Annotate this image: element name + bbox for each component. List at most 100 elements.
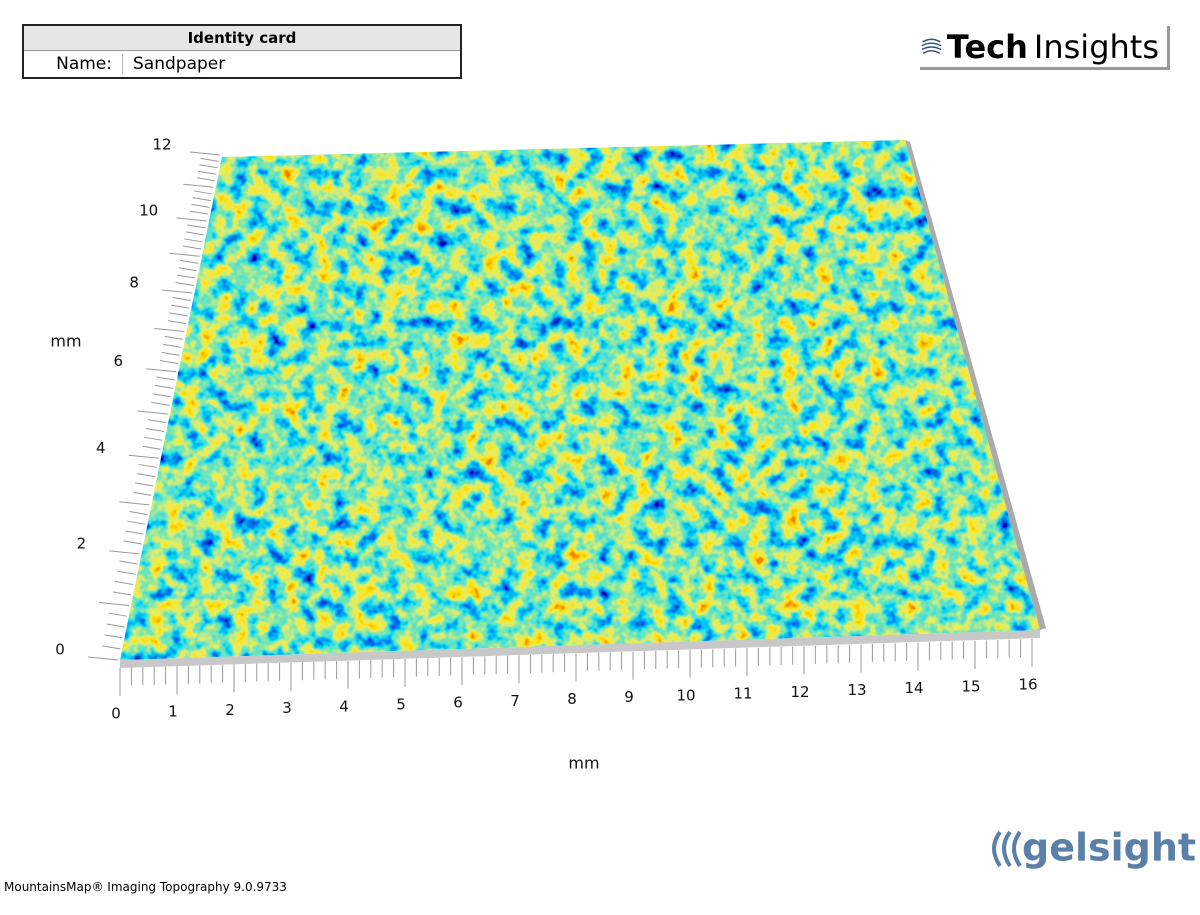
x-tick-label: 2 [225,701,235,719]
y-tick [87,656,119,661]
y-tick [187,224,206,229]
gelsight-logo: gelsight [992,826,1196,870]
surface-side [905,140,1046,630]
y-tick [144,436,163,441]
y-tick-label: 4 [96,439,106,457]
y-tick [128,454,159,459]
logo-bold: Tech [946,27,1028,66]
y-tick-label: 8 [129,273,139,291]
y-tick [151,401,170,406]
x-tick-label: 4 [339,697,349,715]
y-tick [163,343,182,348]
y-tick [189,151,221,156]
y-tick [98,602,130,607]
y-tick [184,238,203,243]
y-tick [194,190,213,195]
y-tick [138,463,157,468]
x-tick-label: 15 [961,677,980,695]
y-tick [109,550,140,555]
y-tick [117,570,136,575]
y-tick [154,327,185,332]
y-tick [125,530,144,535]
y-tick-label: 2 [77,534,87,552]
brand: gelsight [1022,826,1196,870]
y-tick [180,259,199,264]
card-row: Name: Sandpaper [24,51,460,77]
y-tick-label: 12 [152,136,171,154]
y-tick [133,491,152,496]
surface-side [120,630,1040,668]
y-tick [147,419,167,424]
y-tick [129,510,148,515]
y-tick [104,634,123,639]
y-tick [178,267,197,272]
y-tick [170,304,190,309]
y-tick [169,312,188,317]
identity-card: Identity card Name: Sandpaper [22,24,462,79]
y-tick [167,320,187,325]
x-axis-label: mm [568,754,599,773]
y-tick-label: 10 [139,202,158,220]
y-tick [175,281,194,286]
row-value: Sandpaper [133,54,226,74]
y-tick [159,360,178,365]
y-tick [161,351,180,356]
y-tick [164,335,183,340]
y-tick [189,210,209,215]
x-tick-label: 7 [510,692,520,710]
y-tick [113,591,132,596]
y-tick [135,482,154,487]
y-tick [182,245,202,250]
y-tick [183,183,214,188]
row-label: Name: [24,54,123,74]
y-tick [169,252,200,257]
x-tick-label: 1 [168,703,178,721]
y-axis-label: mm [50,332,81,351]
x-tick-label: 6 [453,694,463,712]
footer: MountainsMap® Imaging Topography 9.0.973… [4,880,287,894]
surface [120,140,1040,660]
y-tick [153,393,172,398]
x-tick-label: 3 [282,699,292,717]
y-tick [146,368,177,373]
y-tick [142,445,161,450]
y-tick-label: 0 [55,641,65,659]
card-title: Identity card [24,26,460,51]
y-tick [191,203,210,208]
x-tick-label: 8 [567,690,577,708]
y-tick [136,473,156,478]
logo-light: Insights [1033,27,1159,66]
x-tick-label: 5 [396,695,406,713]
y-tick [162,289,193,294]
y-tick [119,560,138,565]
y-tick [102,645,121,650]
y-tick [106,623,125,628]
y-tick [199,164,218,169]
y-tick [185,231,204,236]
y-tick [176,217,207,222]
y-tick [198,170,217,175]
y-tick [172,297,191,302]
x-tick-label: 14 [904,679,923,697]
logo-icon [921,38,942,54]
x-tick-label: 12 [790,683,809,701]
y-tick [192,197,211,202]
x-tick-label: 11 [733,685,752,703]
y-tick [177,274,196,279]
y-tick [137,410,168,415]
x-tick-label: 16 [1018,676,1037,694]
x-tick-label: 9 [624,688,634,706]
techinsights-logo: Tech Insights [920,26,1170,70]
y-tick [119,501,150,506]
y-tick [123,540,142,545]
y-tick-label: 6 [113,352,123,370]
y-tick [200,157,219,162]
y-tick [156,376,175,381]
y-tick [108,612,127,617]
x-tick-label: 0 [111,705,121,723]
x-tick-label: 10 [676,686,695,704]
y-tick [196,177,215,182]
y-tick [127,520,146,525]
